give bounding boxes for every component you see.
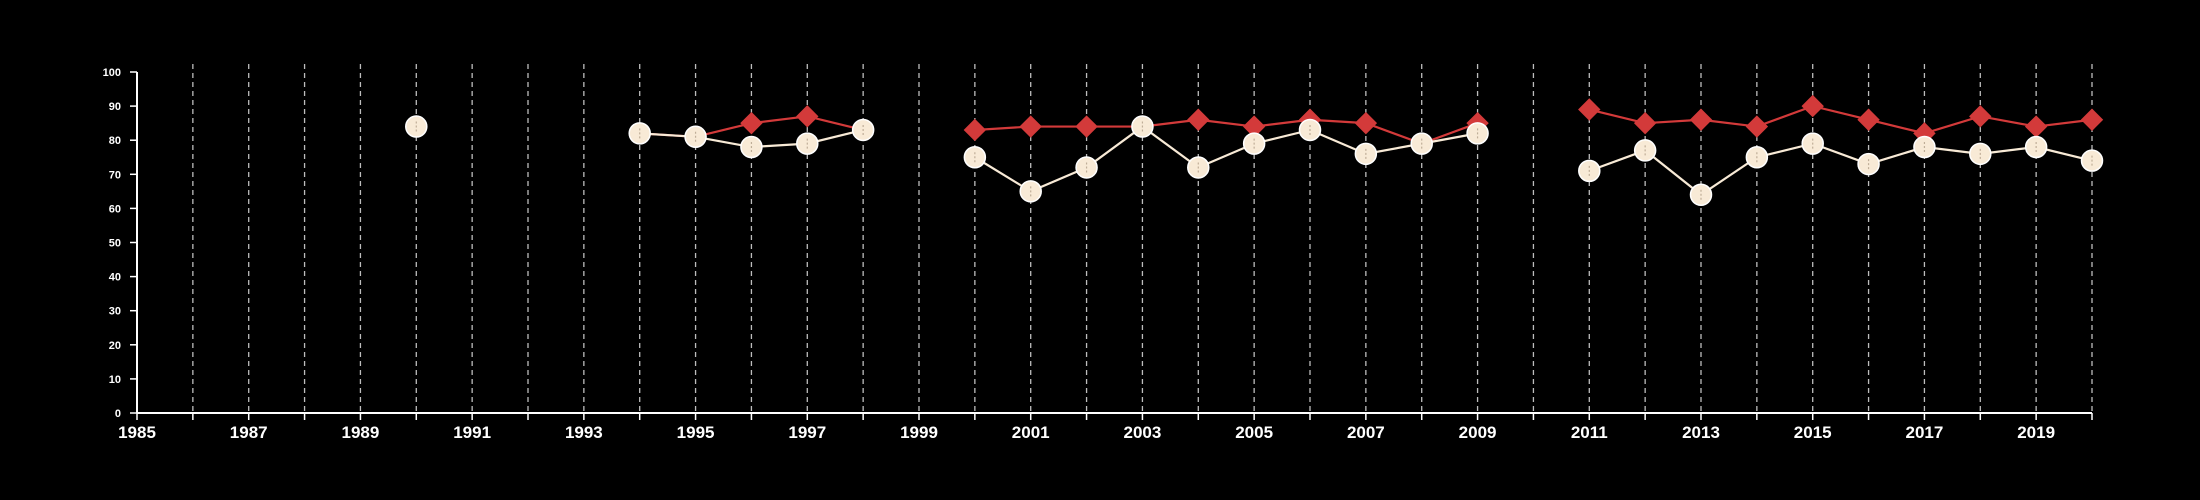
data-point-diamond xyxy=(1969,105,1992,128)
x-tick-label: 2011 xyxy=(1571,423,1608,442)
x-tick-label: 1985 xyxy=(118,423,156,442)
axes: 1985 1987 1989 1991 1993 1995 1997 1999 2001 2003… xyxy=(103,67,2093,442)
y-tick-label: 30 xyxy=(109,306,121,318)
data-series xyxy=(405,94,2104,207)
x-tick-label: 1991 xyxy=(453,423,491,442)
data-point-diamond xyxy=(1578,98,1601,121)
data-point-diamond xyxy=(1633,111,1657,135)
series-line xyxy=(974,118,1478,145)
data-point-diamond xyxy=(796,105,819,128)
y-tick-label: 90 xyxy=(109,101,121,113)
data-point-diamond xyxy=(1857,108,1880,131)
series-line xyxy=(1589,104,2093,135)
data-point-diamond xyxy=(1187,108,1210,131)
x-tick-label: 1989 xyxy=(342,423,380,442)
data-point-diamond xyxy=(963,118,987,142)
y-tick-label: 20 xyxy=(109,340,121,352)
data-point-diamond xyxy=(1689,108,1713,131)
series-line xyxy=(974,125,1478,193)
x-tick-label: 1993 xyxy=(565,423,603,442)
y-tick-label: 50 xyxy=(109,238,121,250)
data-point-diamond xyxy=(1745,115,1769,138)
data-point-diamond xyxy=(2080,108,2104,131)
y-tick-label: 80 xyxy=(109,135,121,147)
series-circle xyxy=(405,115,2104,207)
y-tick-label: 10 xyxy=(109,374,121,386)
x-tick-label: 1999 xyxy=(900,423,938,442)
data-point-diamond xyxy=(1801,94,1824,118)
x-tick-label: 2003 xyxy=(1124,423,1162,442)
x-tick-label: 2013 xyxy=(1682,423,1720,442)
series-line xyxy=(1588,142,2093,197)
data-point-diamond xyxy=(740,111,763,135)
y-tick-label: 0 xyxy=(115,408,121,420)
x-tick-label: 1995 xyxy=(677,423,715,442)
x-tick-label: 2019 xyxy=(2017,423,2055,442)
x-tick-label: 1997 xyxy=(788,423,826,442)
x-tick-label: 1987 xyxy=(230,423,268,442)
y-tick-label: 60 xyxy=(109,203,121,215)
y-tick-label: 70 xyxy=(109,169,121,181)
data-point-diamond xyxy=(1075,115,1098,138)
y-tick-label: 40 xyxy=(109,272,121,284)
y-tick-label: 100 xyxy=(103,67,121,79)
data-point-diamond xyxy=(1019,115,1042,138)
x-tick-label: 2007 xyxy=(1347,423,1385,442)
x-tick-label: 2017 xyxy=(1906,423,1944,442)
x-tick-label: 2001 xyxy=(1012,423,1050,442)
x-tick-label: 2009 xyxy=(1459,423,1497,442)
x-tick-label: 2005 xyxy=(1235,423,1273,442)
data-point-diamond xyxy=(1354,111,1378,135)
x-tick-label: 2015 xyxy=(1794,423,1832,442)
